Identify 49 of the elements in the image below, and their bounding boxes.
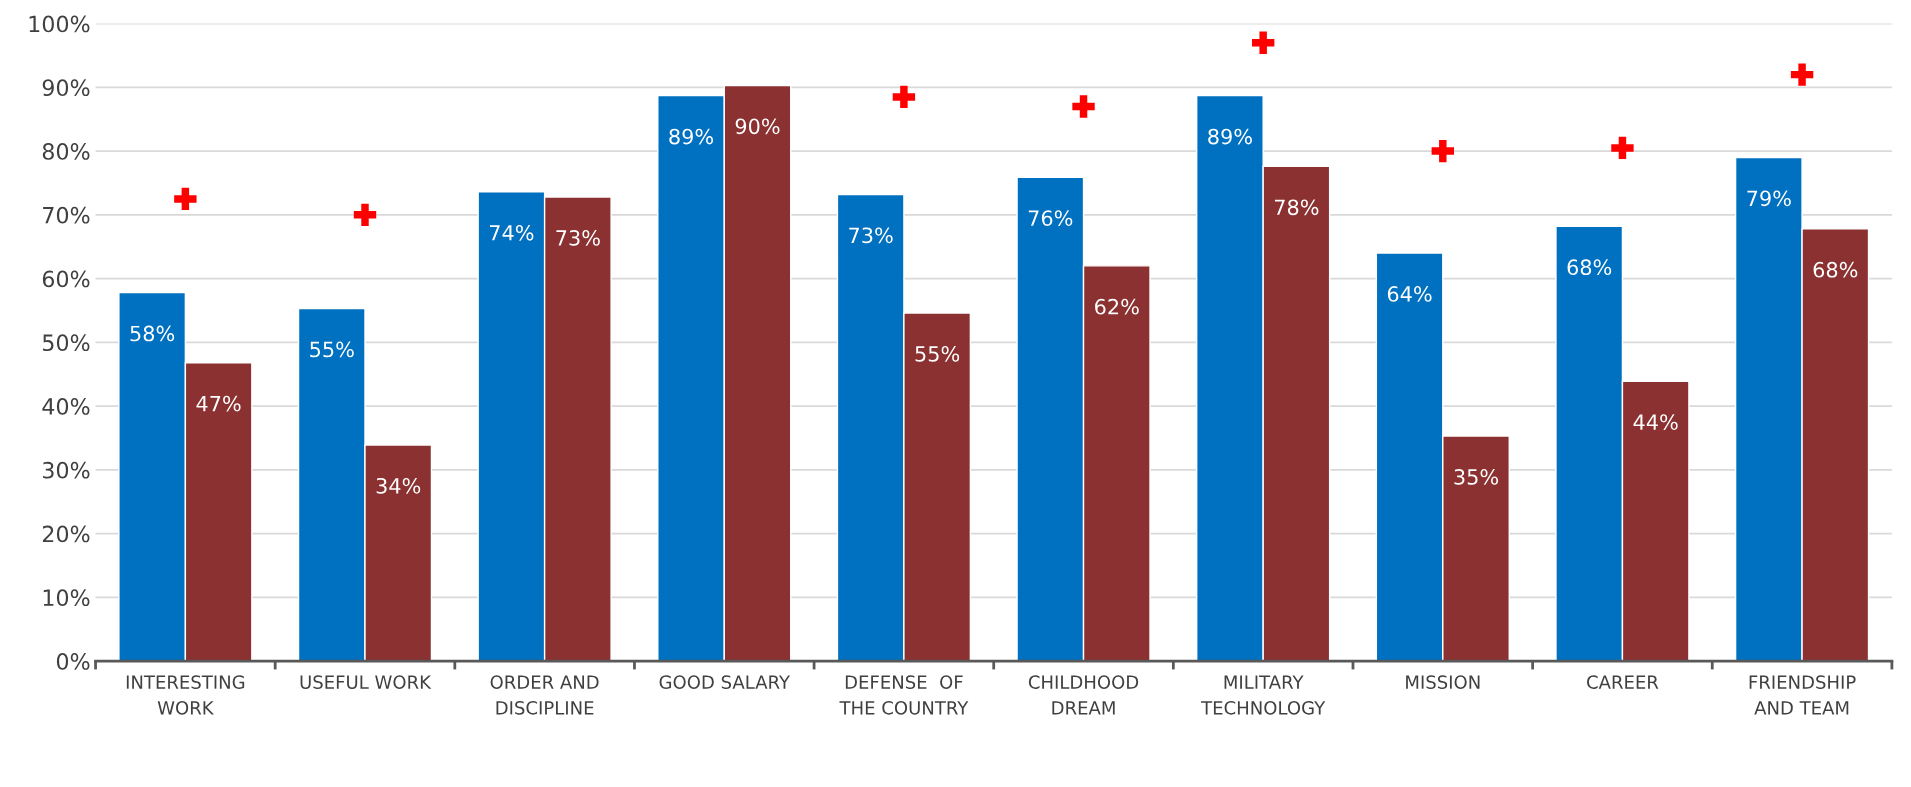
- x-tick-label: ORDER AND DISCIPLINE: [490, 675, 599, 715]
- x-tick-label: USEFUL WORK: [300, 675, 432, 689]
- data-label: 76%: [1028, 210, 1073, 226]
- x-tick-label: GOOD SALARY: [659, 675, 791, 689]
- data-label: 55%: [310, 341, 354, 358]
- data-label: 78%: [1274, 199, 1319, 216]
- data-label: 73%: [849, 227, 893, 244]
- data-label: 58%: [130, 325, 175, 342]
- data-label: 74%: [489, 224, 534, 241]
- data-label: 73%: [556, 229, 600, 246]
- y-tick-label: 30%: [42, 461, 90, 479]
- data-label: 62%: [1095, 298, 1139, 315]
- data-label: 47%: [196, 395, 241, 412]
- point: [1611, 136, 1634, 160]
- point: [1790, 63, 1814, 86]
- x-tick-label: FRIENDSHIP AND TEAM: [1749, 675, 1856, 715]
- y-tick-label: 100%: [29, 15, 90, 33]
- point: [353, 203, 377, 227]
- data-label: 55%: [915, 346, 960, 362]
- y-tick-label: 20%: [42, 525, 90, 543]
- data-label: 89%: [669, 128, 714, 145]
- x-tick-label: CAREER: [1587, 675, 1659, 689]
- point: [1072, 95, 1095, 118]
- data-label: 90%: [735, 118, 780, 135]
- data-label: 34%: [376, 477, 421, 494]
- point: [1431, 139, 1454, 163]
- x-tick-label: INTERESTING WORK: [126, 675, 245, 715]
- y-tick-label: 50%: [43, 334, 90, 352]
- data-label: 68%: [1567, 259, 1612, 276]
- y-tick-label: 70%: [43, 206, 90, 224]
- point: [892, 85, 916, 109]
- x-tick-label: CHILDHOOD DREAM: [1028, 675, 1139, 715]
- y-tick-label: 10%: [43, 589, 90, 607]
- y-tick-label: 60%: [42, 270, 90, 288]
- data-label: 64%: [1387, 286, 1432, 302]
- data-label: 35%: [1454, 469, 1499, 485]
- y-tick-label: 40%: [42, 398, 90, 415]
- point: [1251, 31, 1275, 54]
- point: [174, 187, 197, 211]
- data-label: 44%: [1633, 414, 1678, 430]
- data-label: 68%: [1813, 261, 1858, 278]
- x-tick-label: MISSION: [1406, 675, 1480, 689]
- x-tick-label: DEFENSE OF THE COUNTRY: [839, 675, 969, 715]
- y-tick-label: 0%: [56, 653, 90, 670]
- y-tick-label: 80%: [42, 143, 90, 160]
- x-tick-label: MILITARY TECHNOLOGY: [1201, 675, 1326, 715]
- y-tick-label: 90%: [42, 79, 90, 97]
- data-label: 89%: [1208, 128, 1252, 145]
- data-label: 79%: [1747, 190, 1791, 207]
